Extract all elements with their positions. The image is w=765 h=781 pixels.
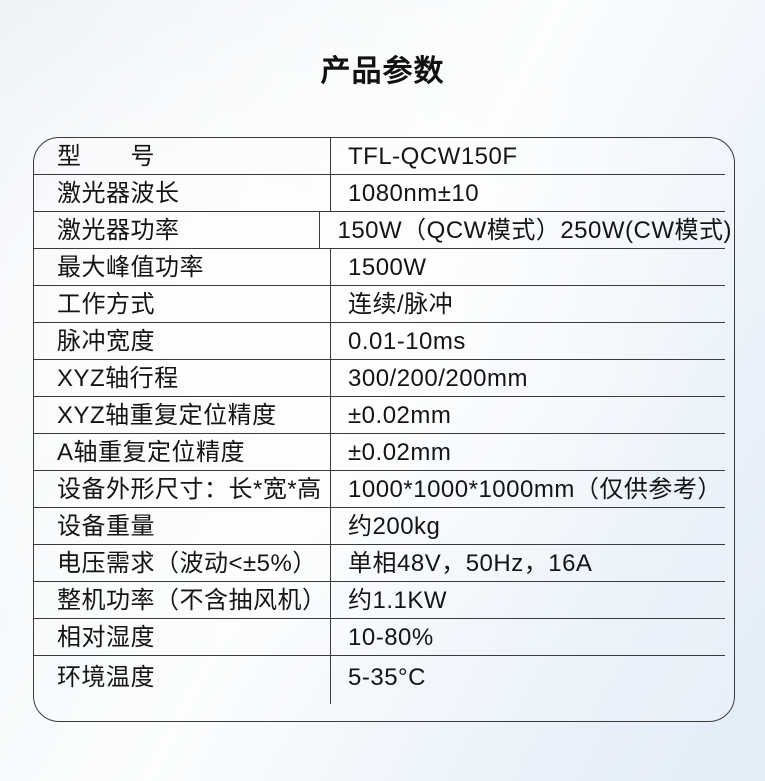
param-value: 单相48V，50Hz，16A (330, 545, 734, 582)
table-row: 工作方式 连续/脉冲 (34, 286, 734, 323)
page-title: 产品参数 (320, 55, 445, 88)
param-label: 环境温度 (57, 664, 155, 691)
param-label: A轴重复定位精度 (57, 438, 246, 466)
param-value: 300/200/200mm (330, 360, 734, 397)
param-label: 脉冲宽度 (57, 327, 155, 355)
table-row: 设备重量 约200kg (34, 508, 734, 545)
param-label: 设备重量 (57, 512, 155, 540)
param-label: XYZ轴行程 (57, 364, 179, 392)
param-value: 约1.1KW (330, 582, 734, 619)
param-value: 1500W (330, 249, 734, 286)
param-value: ±0.02mm (330, 397, 734, 434)
param-value: 连续/脉冲 (330, 286, 734, 323)
param-label: 激光器功率 (57, 216, 180, 244)
param-value: ±0.02mm (330, 434, 734, 471)
param-label: 设备外形尺寸：长*宽*高 (57, 475, 322, 503)
table-row: 最大峰值功率 1500W (34, 249, 734, 286)
spec-table-rows: 型 号 TFL-QCW150F 激光器波长 1080nm±10 激光器功率 15… (34, 138, 734, 721)
table-row: 激光器功率 150W（QCW模式）250W(CW模式) (34, 212, 734, 249)
table-row: 环境温度 5-35°C (34, 656, 734, 704)
table-row: 激光器波长 1080nm±10 (34, 175, 734, 212)
param-value: 5-35°C (330, 656, 734, 704)
param-label: 整机功率（不含抽风机） (57, 586, 327, 614)
table-row: A轴重复定位精度 ±0.02mm (34, 434, 734, 471)
param-label: XYZ轴重复定位精度 (57, 401, 277, 429)
param-value: 约200kg (330, 508, 734, 545)
table-row: XYZ轴行程 300/200/200mm (34, 360, 734, 397)
table-row: XYZ轴重复定位精度 ±0.02mm (34, 397, 734, 434)
table-row: 型 号 TFL-QCW150F (34, 138, 734, 175)
param-value: 0.01-10ms (330, 323, 734, 360)
param-value: 150W（QCW模式）250W(CW模式) (319, 212, 734, 249)
param-value: TFL-QCW150F (330, 138, 734, 175)
param-value: 1000*1000*1000mm（仅供参考） (330, 471, 734, 508)
param-label: 型 号 (57, 142, 155, 170)
table-row: 设备外形尺寸：长*宽*高 1000*1000*1000mm（仅供参考） (34, 471, 734, 508)
param-label: 相对湿度 (57, 623, 155, 651)
param-label: 最大峰值功率 (57, 253, 204, 281)
table-row: 电压需求（波动<±5%） 单相48V，50Hz，16A (34, 545, 734, 582)
table-row: 相对湿度 10-80% (34, 619, 734, 656)
spec-table: 型 号 TFL-QCW150F 激光器波长 1080nm±10 激光器功率 15… (33, 137, 735, 722)
param-label: 激光器波长 (57, 179, 180, 207)
param-value: 1080nm±10 (330, 175, 734, 212)
param-value: 10-80% (330, 619, 734, 656)
table-row: 整机功率（不含抽风机） 约1.1KW (34, 582, 734, 619)
param-label: 电压需求（波动<±5%） (57, 549, 317, 577)
table-row: 脉冲宽度 0.01-10ms (34, 323, 734, 360)
param-label: 工作方式 (57, 290, 155, 318)
